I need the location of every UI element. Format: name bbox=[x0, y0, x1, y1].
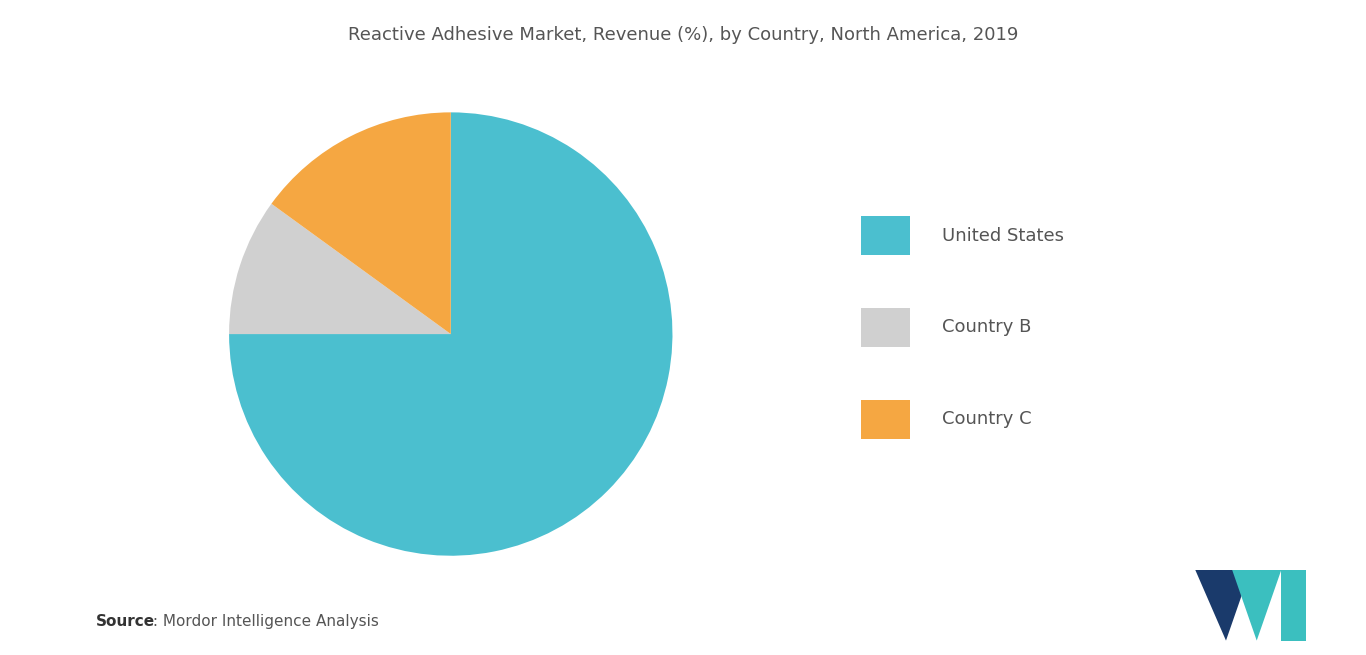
FancyBboxPatch shape bbox=[861, 400, 910, 439]
FancyBboxPatch shape bbox=[861, 216, 910, 255]
Wedge shape bbox=[229, 113, 672, 555]
Wedge shape bbox=[229, 204, 451, 334]
Text: United States: United States bbox=[941, 227, 1064, 245]
Text: Source: Source bbox=[96, 614, 154, 629]
Text: : Mordor Intelligence Analysis: : Mordor Intelligence Analysis bbox=[148, 614, 378, 629]
Text: Reactive Adhesive Market, Revenue (%), by Country, North America, 2019: Reactive Adhesive Market, Revenue (%), b… bbox=[348, 26, 1018, 44]
Text: Country C: Country C bbox=[941, 410, 1031, 428]
Polygon shape bbox=[1281, 570, 1306, 641]
Wedge shape bbox=[272, 113, 451, 334]
Polygon shape bbox=[1195, 570, 1251, 641]
Polygon shape bbox=[1232, 570, 1281, 641]
FancyBboxPatch shape bbox=[861, 308, 910, 347]
Text: Country B: Country B bbox=[941, 318, 1031, 337]
